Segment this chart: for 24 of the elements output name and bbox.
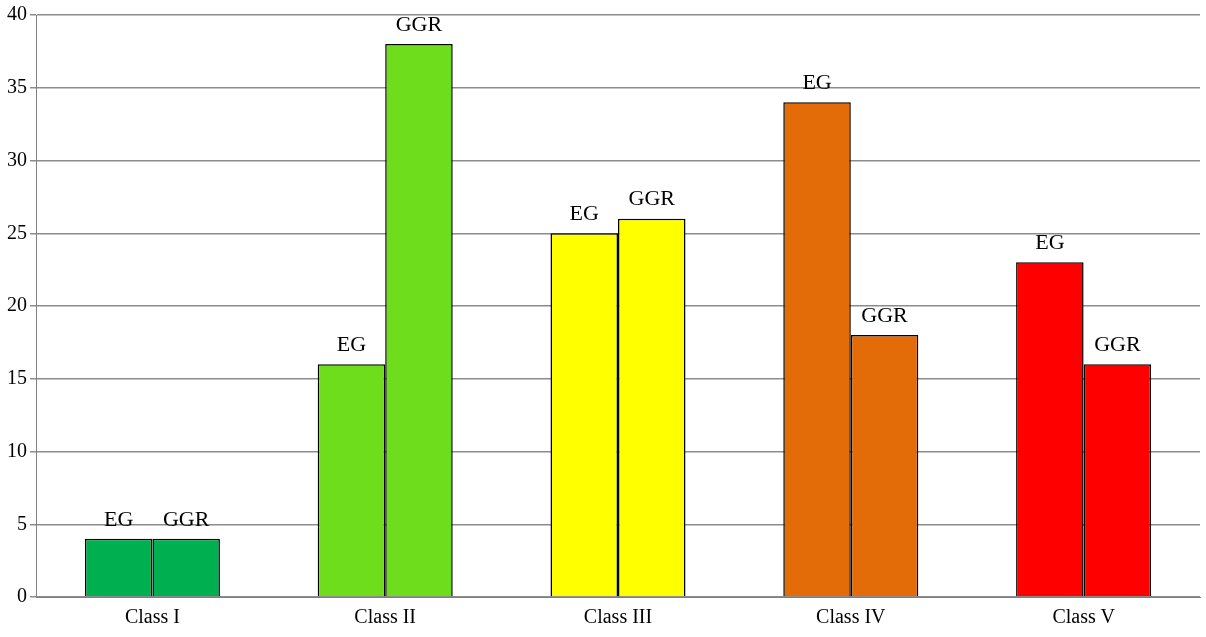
text: GGR [628,185,675,211]
y-tick-label: 25 [7,220,27,243]
y-tick-label: 30 [7,147,27,170]
text: GGR [1094,330,1141,356]
series-label: GGR [162,505,210,531]
text: EG [569,200,599,226]
text: GGR [861,301,908,327]
text: EG [802,69,832,95]
y-tick-label: 15 [7,366,27,388]
x-tick-label: Class V [1052,605,1116,628]
y-tick-label: 20 [7,293,27,316]
y-tick-label: 10 [7,438,27,461]
text: EG [1035,229,1065,255]
y-tick-label: 40 [7,2,27,25]
y-tick-label: 0 [17,584,27,607]
y-tick-label: 35 [7,75,27,97]
x-tick-label: Class I [124,605,180,628]
x-tick-label: Class II [354,605,417,628]
text: GGR [395,10,443,36]
series-label: EG [103,505,134,531]
y-tick-label: 5 [17,511,27,534]
x-tick-label: Class IV [816,605,887,628]
text: EG [336,330,367,356]
x-tick-label: Class III [583,605,653,628]
